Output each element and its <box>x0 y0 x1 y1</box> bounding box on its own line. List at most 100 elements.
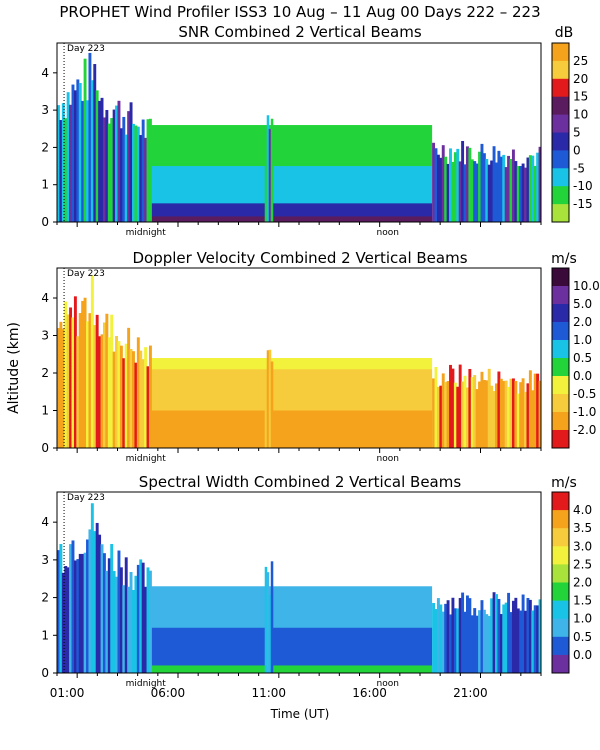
colorbar-segment <box>552 114 569 133</box>
data-streak-late <box>528 155 532 222</box>
y-tick-label: 3 <box>41 329 49 343</box>
colorbar-label: -5 <box>573 161 585 175</box>
midnight-label: midnight <box>126 679 167 689</box>
data-streak-early <box>136 564 140 673</box>
colorbar-label: 1.0 <box>573 612 592 626</box>
data-streak-late <box>444 382 448 448</box>
data-streak-late <box>478 381 481 448</box>
data-streak-early <box>124 134 128 222</box>
data-streak-mid <box>266 115 270 222</box>
data-streak-early <box>73 560 77 673</box>
x-tick-label: 21:00 <box>453 686 488 700</box>
data-streak-late <box>436 386 440 448</box>
data-streak-late <box>461 140 465 222</box>
data-streak-mid <box>270 561 274 673</box>
data-streak-late <box>536 605 540 673</box>
data-streak-early <box>78 313 82 448</box>
data-streak-late <box>536 373 540 448</box>
data-streak-early <box>112 351 116 448</box>
data-streak-early <box>119 345 123 448</box>
doppler-panel: Day 223 0 1 2 3 4 midnight noon 10.0 5.0 2.0 1.0 0.5… <box>41 267 600 464</box>
data-streak-early <box>102 117 106 222</box>
data-streak-early <box>112 571 116 673</box>
data-streak-early <box>95 522 99 673</box>
data-streak-late <box>451 597 455 673</box>
data-streak-late <box>497 598 501 673</box>
colorbar-segment <box>552 150 569 169</box>
data-streak-late <box>482 153 486 222</box>
data-streak-late <box>470 159 474 222</box>
data-streak-early <box>110 118 114 222</box>
data-streak-late <box>436 154 440 222</box>
data-streak-early <box>141 359 145 448</box>
data-streak-late <box>456 386 460 448</box>
data-streak-early <box>102 553 106 673</box>
data-streak-late <box>514 161 518 222</box>
data-streak-early <box>129 102 133 222</box>
colorbar-label: 2.0 <box>573 315 592 329</box>
data-streak-early <box>59 544 63 673</box>
data-streak-late <box>449 614 452 673</box>
data-streak-late <box>531 610 535 673</box>
colorbar-segment <box>552 358 569 377</box>
colorbar-segment <box>552 186 569 205</box>
data-streak-early <box>66 92 70 222</box>
y-tick-label: 4 <box>41 66 49 80</box>
data-streak-early <box>117 100 121 222</box>
colorbar-label: 3.5 <box>573 521 592 535</box>
colorbar-segment <box>552 60 569 80</box>
colorbar-label: 5 <box>573 126 581 140</box>
data-streak-late <box>499 614 503 673</box>
y-tick-label: 1 <box>41 628 49 642</box>
data-streak-mid <box>268 128 272 222</box>
data-streak-late <box>487 615 491 673</box>
data-streak-late <box>478 151 481 222</box>
data-streak-early <box>115 335 118 448</box>
data-streak-late <box>485 158 489 222</box>
data-streak-mid <box>266 350 270 448</box>
colorbar-segment <box>552 132 569 151</box>
data-streak-late <box>441 145 445 222</box>
data-streak-late <box>507 155 511 222</box>
colorbar-segment <box>552 618 569 638</box>
data-streak-late <box>432 378 436 448</box>
data-streak-early <box>88 529 92 673</box>
data-streak-early <box>81 300 85 448</box>
data-streak-early <box>57 328 60 448</box>
data-streak-late <box>533 165 537 222</box>
data-streak-early <box>98 534 102 673</box>
colorbar-label: -15 <box>573 197 593 211</box>
colorbar-segment <box>552 96 569 116</box>
data-streak-late <box>533 373 537 448</box>
data-streak-late <box>492 146 496 222</box>
colorbar-segment <box>552 564 569 583</box>
data-streak-late <box>458 364 462 448</box>
data-streak-late <box>504 602 508 673</box>
data-streak-early <box>124 557 128 673</box>
data-streak-late <box>439 604 443 673</box>
data-streak-late <box>473 161 477 222</box>
colorbar-label: 3.0 <box>573 539 592 553</box>
y-tick-label: 0 <box>41 215 49 229</box>
data-streak-early <box>71 84 75 222</box>
colorbar-segment <box>552 78 569 98</box>
data-streak-late <box>519 610 523 673</box>
midnight-label: midnight <box>126 454 167 464</box>
data-streak-late <box>463 375 467 448</box>
data-streak-late <box>473 608 477 673</box>
data-streak-early <box>139 559 143 673</box>
colorbar-segment <box>552 510 569 529</box>
data-streak-early <box>144 137 148 222</box>
data-streak-early <box>61 103 65 222</box>
data-streak-mid <box>264 566 268 673</box>
data-streak-late <box>463 611 467 673</box>
colorbar-segment <box>552 492 569 511</box>
data-streak-late <box>502 380 506 448</box>
y-tick-label: 4 <box>41 515 49 529</box>
data-streak-late <box>434 609 438 673</box>
data-streak-early <box>71 317 75 448</box>
data-streak-late <box>507 386 511 448</box>
data-streak-early <box>102 322 106 448</box>
data-streak-early <box>69 307 73 448</box>
